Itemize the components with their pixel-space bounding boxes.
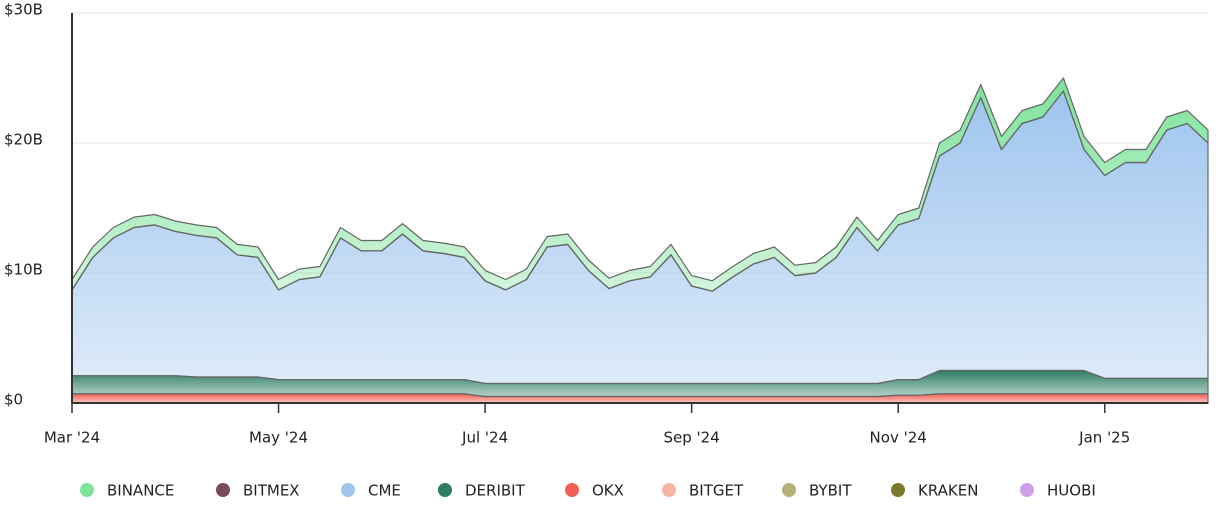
y-tick-label: $10B [4, 261, 43, 279]
legend-label: CME [368, 482, 401, 500]
area [71, 90, 1209, 385]
legend-item: OKX [565, 482, 624, 500]
legend-label: BYBIT [809, 482, 852, 500]
y-tick-label: $0 [4, 391, 23, 409]
x-tick-label: Mar '24 [44, 429, 100, 447]
legend-label: DERIBIT [465, 482, 526, 500]
area [71, 77, 1209, 292]
legend-swatch [782, 483, 796, 497]
legend-item: KRAKEN [891, 482, 978, 500]
legend-swatch [438, 483, 452, 497]
x-tick-label: Sep '24 [664, 429, 720, 447]
x-tick-label: May '24 [249, 429, 308, 447]
legend-label: OKX [592, 482, 624, 500]
legend-label: KRAKEN [918, 482, 978, 500]
x-tick-label: Nov '24 [870, 429, 927, 447]
legend-swatch [80, 483, 94, 497]
legend-label: BINANCE [107, 482, 174, 500]
legend-item: BYBIT [782, 482, 852, 500]
legend-swatch [216, 483, 230, 497]
legend-swatch [341, 483, 355, 497]
legend-swatch [565, 483, 579, 497]
legend-label: BITGET [689, 482, 744, 500]
legend-swatch [662, 483, 676, 497]
x-tick-label: Jan '25 [1078, 429, 1130, 447]
legend-label: BITMEX [243, 482, 300, 500]
y-tick-label: $30B [4, 1, 43, 19]
y-tick-label: $20B [4, 131, 43, 149]
legend-item: DERIBIT [438, 482, 526, 500]
x-tick-label: Jul '24 [461, 429, 508, 447]
legend-swatch [891, 483, 905, 497]
legend-item: BINANCE [80, 482, 174, 500]
legend-item: BITGET [662, 482, 744, 500]
legend-swatch [1020, 483, 1034, 497]
legend-label: HUOBI [1047, 482, 1096, 500]
legend-item: BITMEX [216, 482, 300, 500]
legend-item: HUOBI [1020, 482, 1096, 500]
legend-item: CME [341, 482, 401, 500]
